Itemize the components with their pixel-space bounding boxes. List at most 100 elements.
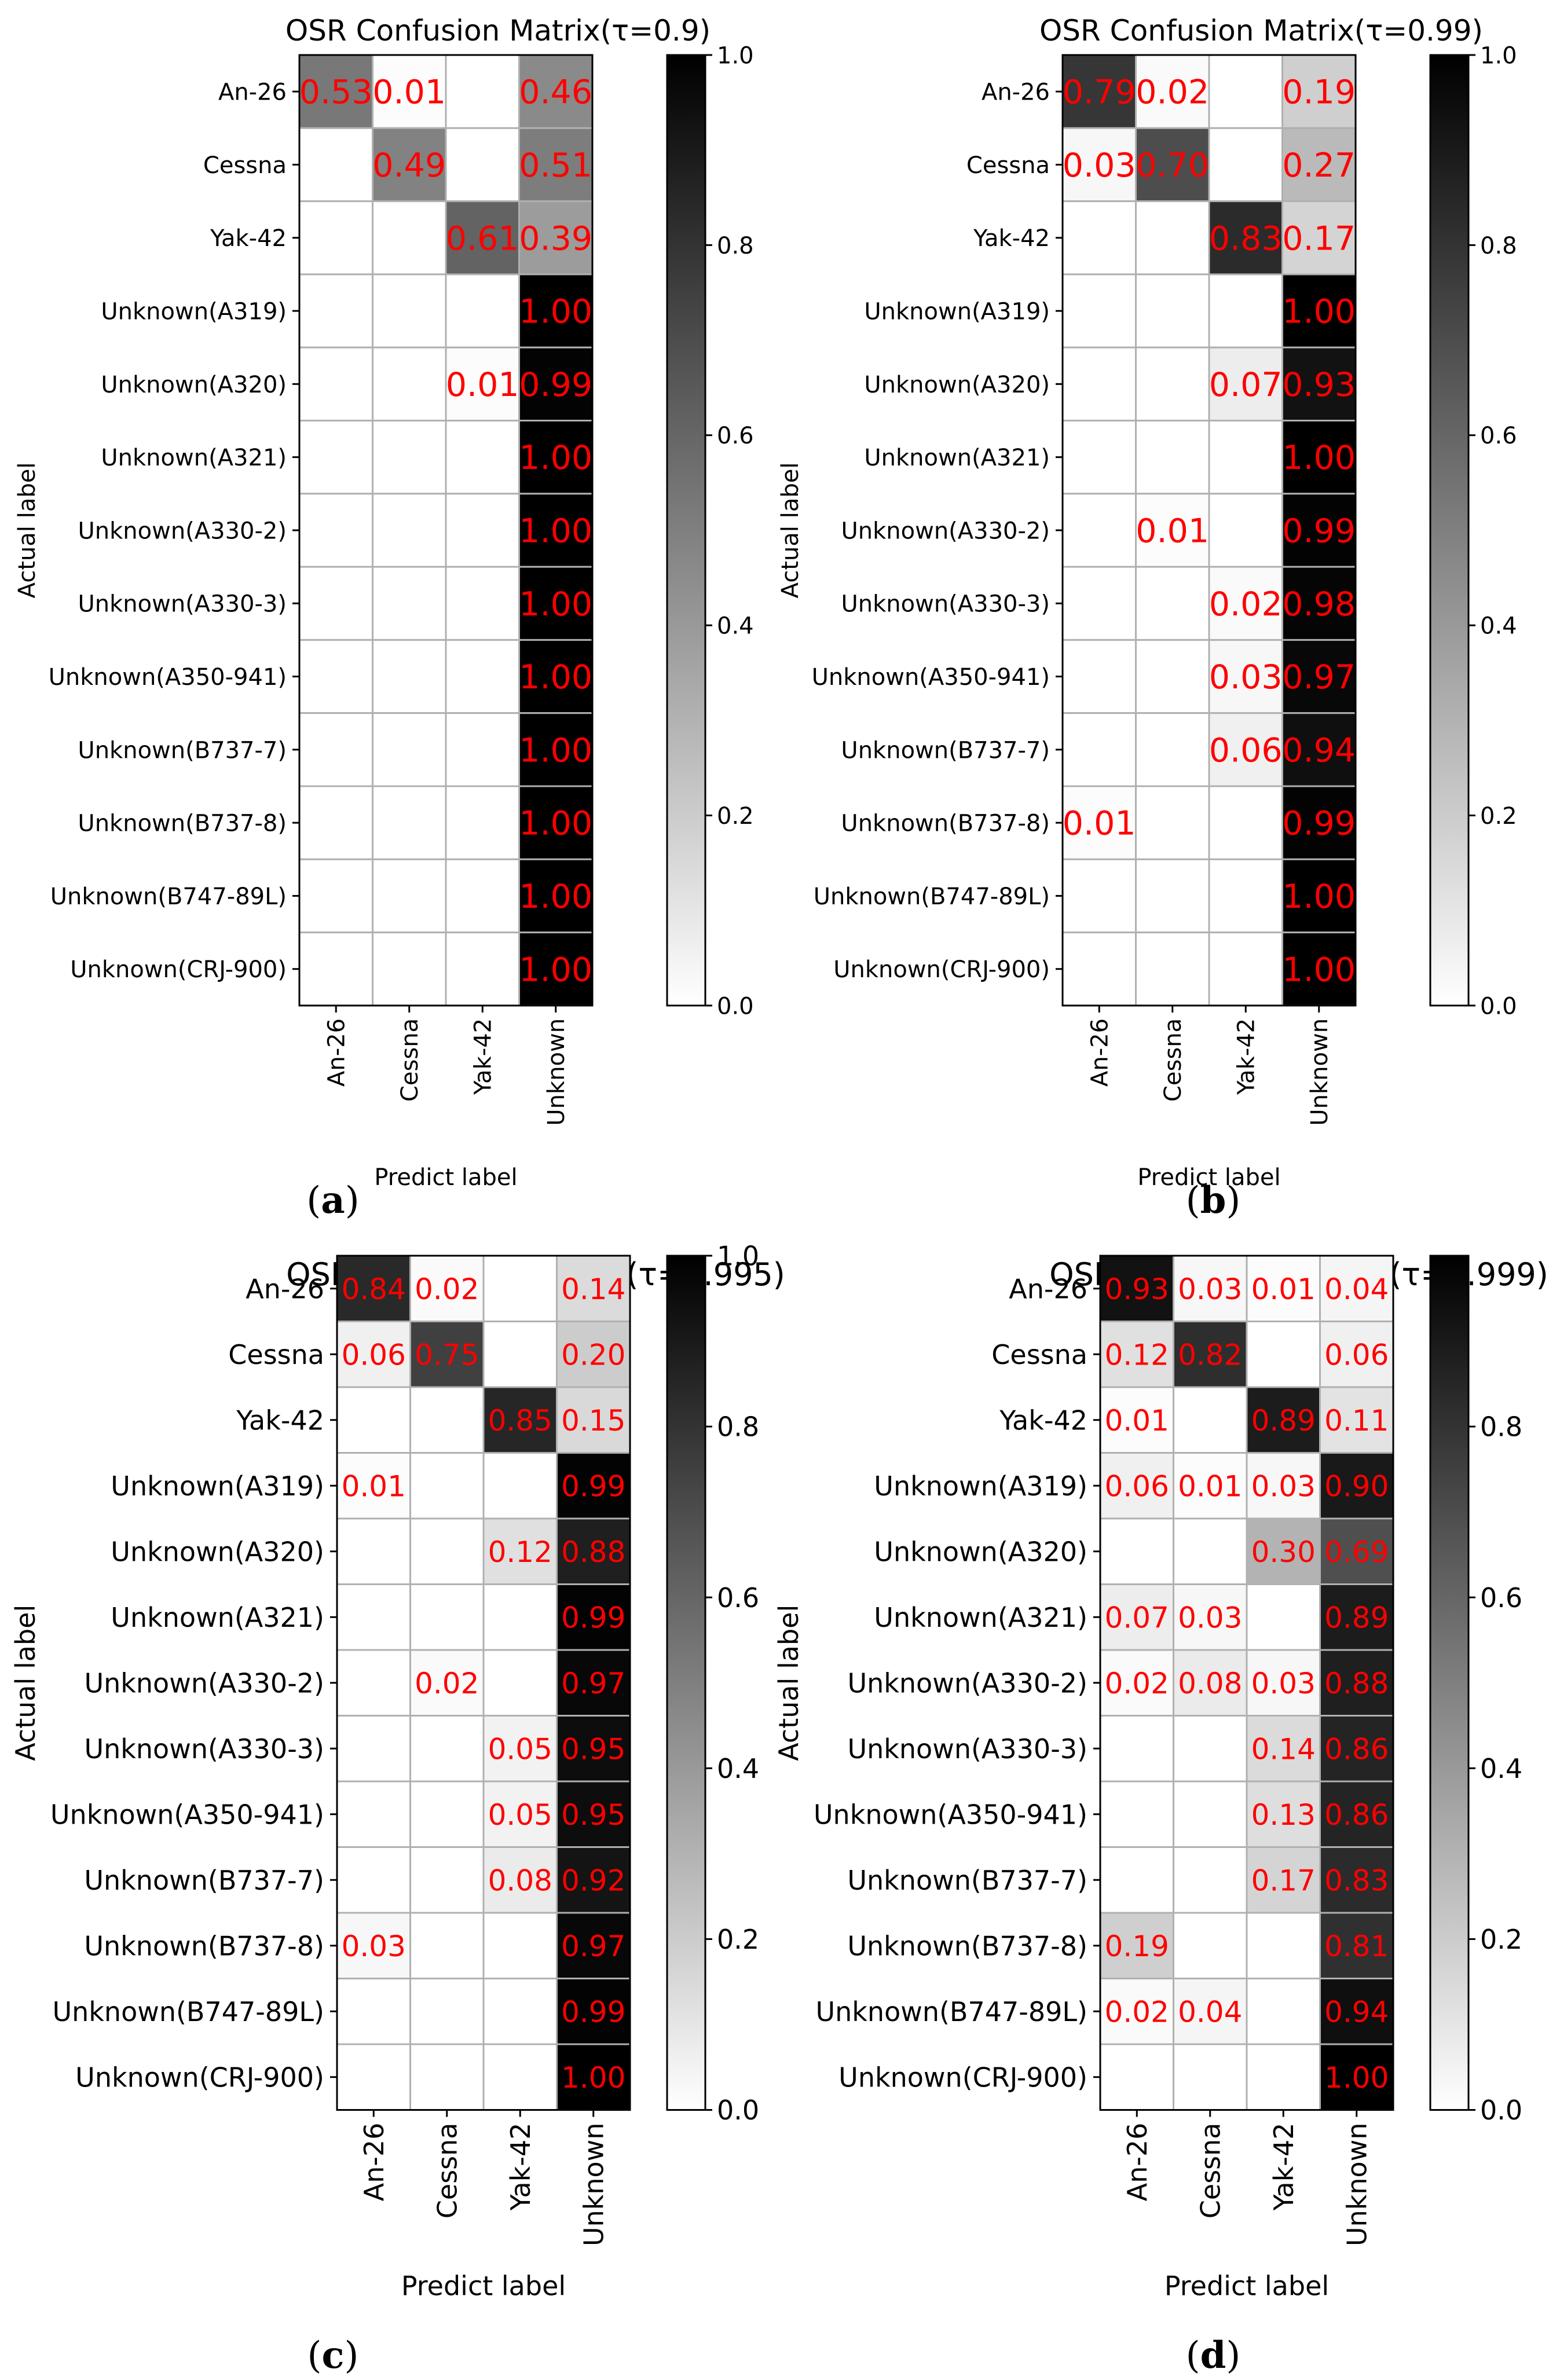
cell-value-label: 0.30 xyxy=(1251,1535,1316,1569)
x-tick-label: Cessna xyxy=(397,1018,423,1102)
colorbar-tick-label: 1.0 xyxy=(717,1241,759,1272)
heatmap-cell xyxy=(445,639,520,714)
cell-value-label: 0.02 xyxy=(1209,585,1283,624)
caption-paren-open: ( xyxy=(1186,1179,1200,1222)
heatmap-cell xyxy=(482,1780,558,1848)
cell-value-label: 0.95 xyxy=(561,1732,625,1766)
cell-value-label: 0.02 xyxy=(415,1667,479,1700)
cell-value-label: 1.00 xyxy=(1282,951,1356,989)
x-tick-label: Yak-42 xyxy=(505,2123,536,2212)
cell-value-label: 0.97 xyxy=(561,1930,625,1963)
y-axis-label: Actual label xyxy=(10,1605,41,1761)
heatmap-cell xyxy=(409,1452,485,1520)
y-tick-label: Unknown(A320) xyxy=(101,372,287,398)
colorbar-tick-label: 0.2 xyxy=(1480,1924,1522,1955)
heatmap-cell xyxy=(372,639,447,714)
heatmap-cell xyxy=(1319,1386,1394,1454)
heatmap-cell xyxy=(409,1321,485,1388)
x-tick-label: Unknown xyxy=(1341,2123,1372,2247)
panel-caption: (d) xyxy=(1186,2334,1241,2377)
heatmap-cell xyxy=(372,493,447,568)
colorbar xyxy=(1429,1255,1470,2111)
heatmap-cell xyxy=(1281,127,1357,203)
colorbar xyxy=(666,1255,706,2111)
colorbar-tick-label: 0.4 xyxy=(717,613,754,640)
x-tick-label: Yak-42 xyxy=(470,1018,497,1095)
y-tick-label: Unknown(A319) xyxy=(864,298,1050,325)
heatmap-cell xyxy=(1208,273,1283,349)
cell-value-label: 0.88 xyxy=(1324,1667,1389,1700)
heatmap-cell xyxy=(1208,346,1283,422)
cell-value-label: 0.03 xyxy=(1178,1601,1242,1634)
heatmap-cell xyxy=(372,273,447,349)
heatmap-cell xyxy=(1246,1583,1321,1651)
panel-caption: (a) xyxy=(306,1179,359,1222)
y-tick-label: An-26 xyxy=(1009,1273,1087,1304)
cell-value-label: 0.01 xyxy=(342,1469,406,1503)
heatmap-cell xyxy=(1246,1649,1321,1717)
caption-paren-close: ) xyxy=(1226,2334,1240,2377)
x-tick-label: Unknown xyxy=(578,2123,609,2247)
y-tick-label: Cessna xyxy=(991,1339,1087,1370)
cell-value-label: 1.00 xyxy=(1282,439,1356,477)
colorbar-tick-label: 0.6 xyxy=(717,423,754,449)
heatmap-cell xyxy=(372,420,447,495)
heatmap-cell xyxy=(1173,1517,1248,1585)
heatmap-cell xyxy=(1208,785,1283,860)
heatmap-cell xyxy=(1135,639,1210,714)
heatmap-cell xyxy=(1208,858,1283,934)
caption-letter: d xyxy=(1200,2334,1226,2377)
heatmap-cell xyxy=(1061,712,1137,787)
y-tick-label: Unknown(A350-941) xyxy=(812,664,1050,691)
y-tick-label: Unknown(A321) xyxy=(874,1602,1087,1633)
cell-value-label: 0.99 xyxy=(561,1469,625,1503)
cell-value-label: 0.53 xyxy=(299,74,373,112)
heatmap-cell xyxy=(482,1978,558,2045)
cell-value-label: 0.04 xyxy=(1324,1272,1389,1306)
cell-value-label: 0.99 xyxy=(519,366,592,404)
cell-value-label: 1.00 xyxy=(1282,293,1356,331)
heatmap-cell xyxy=(1319,2043,1394,2111)
heatmap-cell xyxy=(482,1452,558,1520)
cell-value-label: 0.02 xyxy=(1136,74,1209,112)
cell-value-label: 0.46 xyxy=(519,74,592,112)
y-tick-label: Cessna xyxy=(203,152,287,179)
x-tick-label: An-26 xyxy=(1122,2123,1153,2202)
cell-value-label: 0.07 xyxy=(1105,1601,1169,1634)
y-tick-label: Unknown(B737-7) xyxy=(841,737,1050,764)
x-tick-label: Yak-42 xyxy=(1233,1018,1260,1095)
heatmap-cell xyxy=(298,858,373,934)
cell-value-label: 0.94 xyxy=(1282,731,1356,769)
heatmap-cell xyxy=(556,1386,631,1454)
colorbar-tick-label: 0.8 xyxy=(717,1411,759,1443)
heatmap-cell xyxy=(1319,1912,1394,1979)
y-tick-label: Unknown(B737-7) xyxy=(847,1865,1087,1896)
y-tick-label: Unknown(A330-3) xyxy=(84,1733,324,1765)
heatmap-cell xyxy=(298,200,373,276)
x-tick-label: An-26 xyxy=(1087,1018,1114,1087)
heatmap-cell xyxy=(445,785,520,860)
y-tick-label: Unknown(B737-7) xyxy=(84,1865,324,1896)
cell-value-label: 0.05 xyxy=(488,1798,552,1832)
heatmap-cell xyxy=(1208,932,1283,1007)
cell-value-label: 0.97 xyxy=(1282,658,1356,696)
heatmap-cell xyxy=(1281,200,1357,276)
cell-value-label: 0.27 xyxy=(1282,146,1356,185)
heatmap-cell xyxy=(482,1386,558,1454)
heatmap-cell xyxy=(1173,1321,1248,1388)
heatmap-cell xyxy=(518,639,594,714)
heatmap-cell xyxy=(1246,1912,1321,1979)
cell-value-label: 0.86 xyxy=(1324,1798,1389,1832)
cell-value-label: 1.00 xyxy=(561,2061,625,2095)
heatmap-cell xyxy=(298,932,373,1007)
heatmap-cell xyxy=(1319,1978,1394,2045)
colorbar-tick-label: 0.0 xyxy=(1480,2095,1522,2126)
heatmap-cell xyxy=(445,273,520,349)
heatmap-cell xyxy=(445,712,520,787)
cell-value-label: 0.14 xyxy=(561,1272,625,1306)
cell-value-label: 1.00 xyxy=(519,731,592,769)
y-tick-label: Unknown(CRJ-900) xyxy=(838,2062,1087,2093)
y-tick-label: Unknown(CRJ-900) xyxy=(75,2062,324,2093)
heatmap-cell xyxy=(1099,1912,1174,1979)
heatmap-cell xyxy=(445,127,520,203)
